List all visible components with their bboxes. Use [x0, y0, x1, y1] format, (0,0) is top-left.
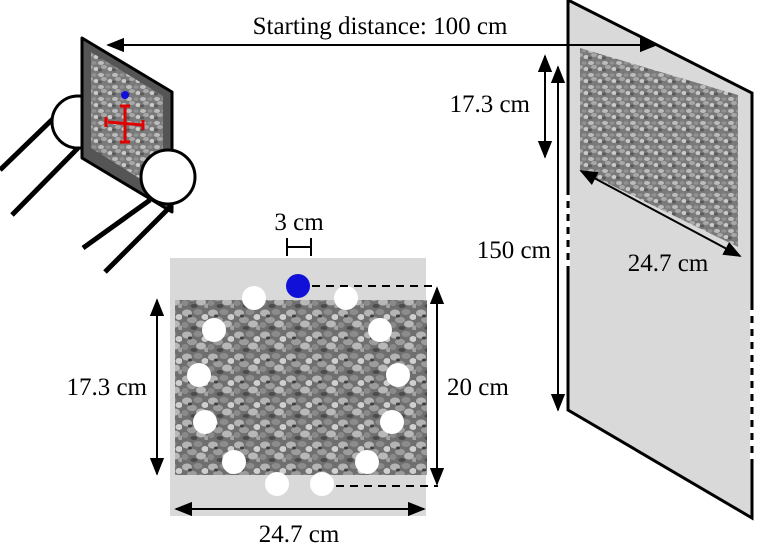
device-blue-dot-icon — [121, 91, 129, 99]
white-dot — [380, 410, 404, 434]
starting-distance-label: Starting distance: 100 cm — [253, 13, 508, 40]
screen-height-label: 150 cm — [477, 237, 552, 264]
dot-offset-bracket — [286, 238, 312, 256]
panel-width-label: 24.7 cm — [259, 521, 340, 548]
white-dot — [386, 363, 410, 387]
screen-image-width-arrow — [579, 170, 742, 257]
panel-height-label: 20 cm — [447, 374, 509, 401]
screen-image-width-label: 24.7 cm — [628, 250, 709, 277]
white-dot — [193, 410, 217, 434]
dot-offset-label: 3 cm — [274, 209, 324, 236]
panel-image-height-label: 17.3 cm — [66, 374, 147, 401]
handheld-device — [0, 36, 197, 274]
white-dot — [187, 363, 211, 387]
screen-image-height-label: 17.3 cm — [449, 91, 530, 118]
white-dot — [310, 472, 334, 496]
white-dot — [222, 450, 246, 474]
white-dot — [334, 286, 358, 310]
white-dot — [368, 318, 392, 342]
panel-dots — [187, 274, 410, 496]
white-dot — [202, 318, 226, 342]
blue-target-dot — [286, 274, 310, 298]
white-dot — [265, 472, 289, 496]
white-dot — [355, 450, 379, 474]
white-dot — [242, 286, 266, 310]
crosshair-icon — [104, 104, 145, 144]
